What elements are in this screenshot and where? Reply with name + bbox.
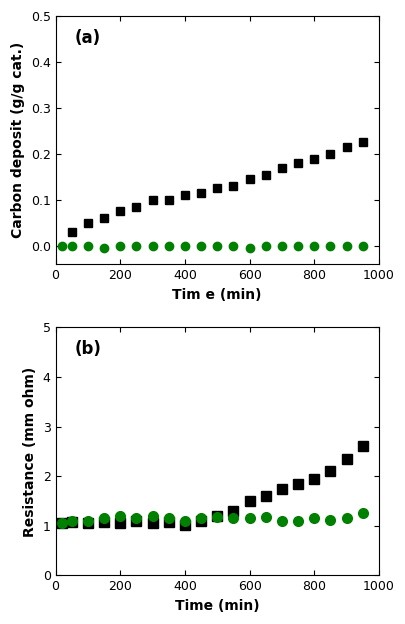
X-axis label: Time (min): Time (min)	[175, 599, 259, 613]
Y-axis label: Resistance (mm ohm): Resistance (mm ohm)	[23, 366, 37, 537]
Y-axis label: Carbon deposit (g/g cat.): Carbon deposit (g/g cat.)	[11, 42, 25, 238]
X-axis label: Tim e (min): Tim e (min)	[172, 288, 261, 301]
Text: (b): (b)	[75, 340, 102, 358]
Text: (a): (a)	[75, 29, 101, 47]
